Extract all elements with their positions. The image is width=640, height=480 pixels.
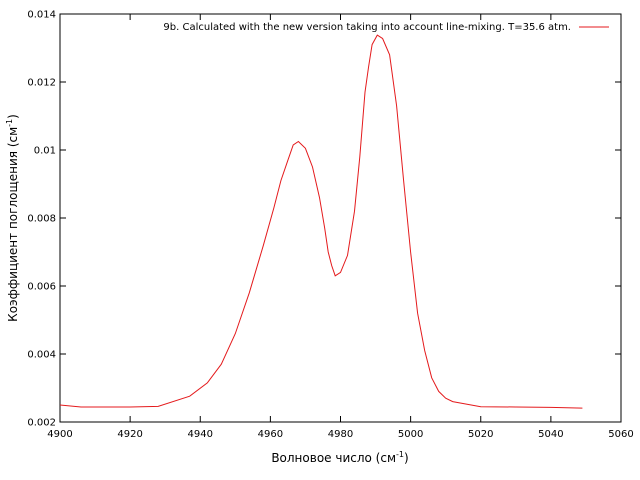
series-line xyxy=(59,34,583,409)
x-tick-label: 4920 xyxy=(117,429,142,440)
legend: 9b. Calculated with the new version taki… xyxy=(163,22,609,33)
x-tick-label: 4900 xyxy=(47,429,72,440)
y-tick-label: 0.012 xyxy=(27,78,56,89)
x-axis-ticks: 4900 4920 4940 4960 4980 5000 5020 5040 5060 xyxy=(47,14,634,440)
y-axis-ticks: 0.002 0.004 0.006 0.008 0.01 0.012 0.014 xyxy=(27,10,621,429)
x-tick-label: 5060 xyxy=(608,429,633,440)
series-layer xyxy=(59,34,583,409)
plot-area xyxy=(59,13,622,423)
y-axis-label-main: Коэффициент поглощения (см xyxy=(6,127,20,322)
x-tick-label: 4980 xyxy=(328,429,353,440)
y-tick-label: 0.008 xyxy=(27,214,56,225)
x-tick-label: 4960 xyxy=(258,429,283,440)
x-tick-label: 5000 xyxy=(398,429,423,440)
x-axis-label-end: ) xyxy=(404,451,409,465)
y-axis-label-end: ) xyxy=(6,114,20,119)
y-tick-label: 0.002 xyxy=(27,418,56,429)
x-tick-label: 5040 xyxy=(538,429,563,440)
x-axis-label: Волновое число (см-1) xyxy=(271,450,408,465)
legend-label: 9b. Calculated with the new version taki… xyxy=(163,22,571,33)
y-tick-label: 0.014 xyxy=(27,10,56,21)
x-tick-label: 5020 xyxy=(468,429,493,440)
x-axis-label-sup: -1 xyxy=(396,450,404,459)
y-tick-label: 0.006 xyxy=(27,282,56,293)
x-axis-label-main: Волновое число (см xyxy=(271,451,396,465)
y-axis-label-sup: -1 xyxy=(5,119,14,127)
y-tick-label: 0.01 xyxy=(34,146,56,157)
y-tick-label: 0.004 xyxy=(27,350,56,361)
x-tick-label: 4940 xyxy=(188,429,213,440)
y-axis-label: Коэффициент поглощения (см-1) xyxy=(5,114,20,322)
